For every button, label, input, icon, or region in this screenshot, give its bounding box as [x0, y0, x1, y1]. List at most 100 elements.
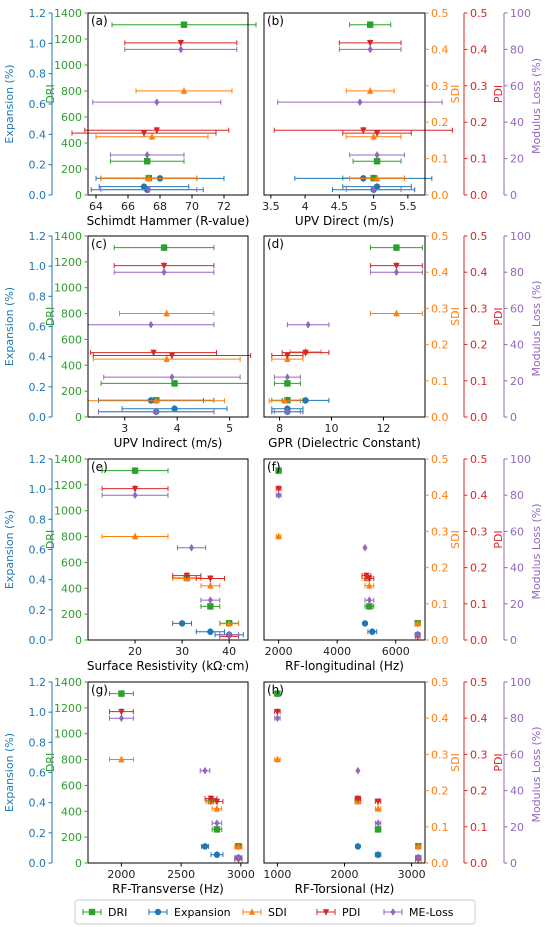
- data-point-pdi: [275, 485, 282, 493]
- ml-axis-label: Modulus Loss (%): [530, 503, 543, 599]
- plot-frame: [87, 12, 249, 196]
- ml-axis-label: Modulus Loss (%): [530, 726, 543, 822]
- panel-label: (h): [267, 683, 284, 697]
- ml-tick-label: 20: [510, 153, 524, 166]
- data-point-sdi: [118, 755, 125, 763]
- data-point-sdi: [370, 132, 377, 140]
- ml-tick-label: 60: [510, 80, 524, 93]
- sdi-tick-label: 0.5: [431, 7, 449, 20]
- sdi-tick-label: 0.4: [431, 43, 449, 56]
- ml-tick-label: 60: [510, 748, 524, 761]
- pdi-tick-label: 0.0: [470, 634, 488, 647]
- dri-tick-label: 400: [61, 805, 82, 818]
- data-point-me-loss: [118, 714, 125, 722]
- data-point-pdi: [374, 798, 382, 806]
- legend-item-sdi: SDI: [242, 906, 287, 919]
- data-point-sdi: [145, 174, 152, 182]
- x-tick-label: 2000: [107, 868, 135, 881]
- sdi-tick-label: 0.4: [431, 712, 449, 725]
- ml-tick-label: 80: [510, 266, 524, 279]
- x-axis-label: RF-Transverse (Hz): [112, 882, 224, 896]
- data-point-dri: [213, 826, 221, 833]
- dri-axis-label: DRI: [44, 530, 57, 549]
- dri-tick-label: 1400: [54, 7, 82, 20]
- panel-label: (e): [91, 460, 108, 474]
- sdi-tick-label: 0.5: [431, 230, 449, 243]
- dri-tick-label: 1400: [54, 676, 82, 689]
- ml-tick-label: 100: [510, 453, 531, 466]
- expansion-tick-label: 0.2: [29, 604, 47, 617]
- pdi-tick-label: 0.5: [470, 7, 488, 20]
- data-point-pdi: [183, 572, 191, 580]
- dri-tick-label: 400: [61, 582, 82, 595]
- data-point-me-loss: [178, 45, 184, 54]
- pdi-tick-label: 0.2: [470, 785, 488, 798]
- data-point-sdi: [131, 532, 139, 540]
- expansion-tick-label: 0.6: [29, 767, 47, 780]
- data-point-me-loss: [153, 407, 159, 416]
- x-tick-label: 5: [370, 200, 377, 213]
- data-point-pdi: [153, 127, 160, 135]
- expansion-tick-label: 0.0: [29, 634, 47, 647]
- legend-item-me-loss: ME-Loss: [383, 906, 454, 919]
- x-tick-label: 2500: [167, 868, 195, 881]
- dri-tick-label: 1000: [54, 282, 82, 295]
- sdi-tick-label: 0.2: [431, 785, 449, 798]
- x-tick-label: 4000: [323, 645, 351, 658]
- data-point-me-loss: [207, 596, 213, 604]
- x-tick-label: 5.5: [399, 200, 417, 213]
- pdi-tick-label: 0.0: [470, 189, 488, 202]
- pdi-tick-label: 0.3: [470, 302, 488, 315]
- plot-frame: [263, 235, 426, 418]
- data-point-sdi: [393, 309, 400, 317]
- ml-tick-label: 100: [510, 7, 531, 20]
- pdi-tick-label: 0.5: [470, 453, 488, 466]
- data-point-sdi: [275, 532, 282, 540]
- data-point-me-loss: [226, 630, 232, 639]
- dri-tick-label: 1400: [54, 453, 82, 466]
- pdi-tick-label: 0.2: [470, 562, 488, 575]
- data-point-sdi: [152, 396, 160, 404]
- plot-frame: [87, 235, 249, 418]
- sdi-tick-label: 0.2: [431, 562, 449, 575]
- data-point-me-loss: [415, 853, 421, 862]
- x-tick-label: 4: [302, 200, 309, 213]
- legend-label: SDI: [268, 906, 287, 919]
- data-point-me-loss: [367, 45, 373, 54]
- sdi-tick-label: 0.3: [431, 525, 449, 538]
- pdi-tick-label: 0.4: [470, 266, 488, 279]
- dri-tick-label: 800: [61, 308, 82, 321]
- x-axis-label: RF-Torsional (Hz): [295, 882, 395, 896]
- dri-tick-label: 400: [61, 359, 82, 372]
- data-point-sdi: [415, 842, 422, 850]
- data-point-pdi: [160, 262, 168, 270]
- ml-tick-label: 100: [510, 676, 531, 689]
- sdi-tick-label: 0.3: [431, 302, 449, 315]
- expansion-tick-label: 0.0: [29, 411, 47, 424]
- chart-panel-b: (b) 3.5 4 4.5 5 5.5 UPV Direct (m/s) 0.0 0.1 0.2 0…: [262, 7, 543, 228]
- x-axis-label: Schimdt Hammer (R-value): [87, 214, 250, 228]
- data-point-pdi: [360, 127, 367, 135]
- x-axis-label: Surface Resistivity (kΩ·cm): [87, 659, 249, 673]
- data-point-pdi: [131, 485, 139, 493]
- x-tick-label: 4.5: [331, 200, 349, 213]
- data-point-pdi: [393, 262, 400, 270]
- sdi-tick-label: 0.4: [431, 266, 449, 279]
- chart-legend: DRI Expansion SDI PDI ME-Loss: [74, 899, 476, 925]
- x-tick-label: 70: [185, 200, 199, 213]
- sdi-tick-label: 0.0: [431, 411, 449, 424]
- expansion-tick-label: 1.0: [29, 483, 47, 496]
- pdi-axis-label: PDI: [492, 85, 505, 103]
- data-point-dri: [207, 603, 214, 610]
- data-point-sdi: [414, 619, 421, 627]
- x-tick-label: 5: [226, 422, 233, 435]
- plot-frame: [263, 12, 426, 196]
- expansion-tick-label: 0.0: [29, 189, 47, 202]
- data-point-pdi: [168, 352, 176, 360]
- legend-marker: [390, 908, 396, 916]
- data-point-pdi: [373, 130, 381, 137]
- sdi-tick-label: 0.3: [431, 80, 449, 93]
